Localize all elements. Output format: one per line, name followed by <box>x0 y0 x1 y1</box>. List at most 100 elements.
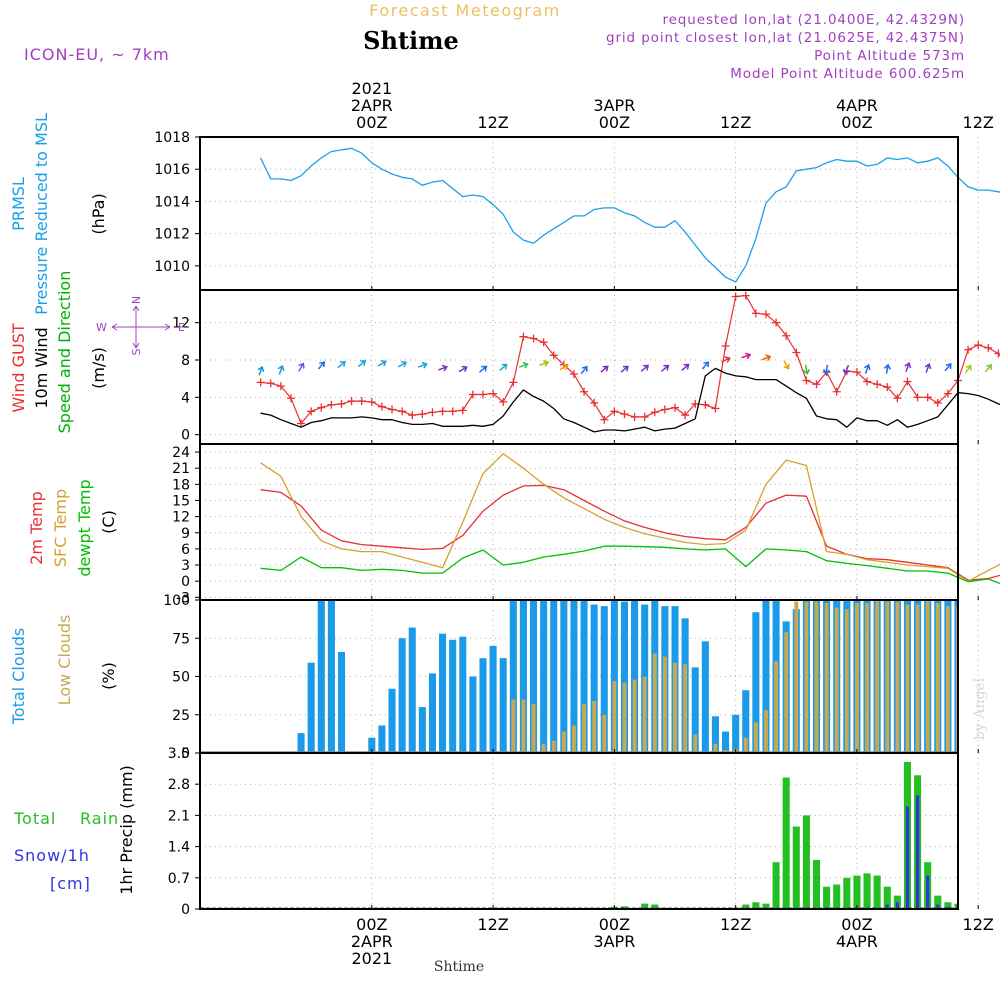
wind-label: 10m Wind <box>32 327 51 408</box>
low-cloud-bar <box>915 604 920 753</box>
gust-marker <box>731 292 740 301</box>
total-cloud-bar <box>368 737 376 753</box>
compass-w: W <box>96 321 107 334</box>
footer-station: Shtime <box>434 959 484 975</box>
model-altitude: Model Point Altitude 600.625m <box>730 66 965 82</box>
bottom-time-label: 00Z <box>841 915 872 934</box>
gust-marker <box>681 411 690 420</box>
wind-arrow <box>458 365 468 373</box>
gust-marker <box>873 380 882 389</box>
y-tick-label: 1016 <box>154 162 190 178</box>
rain-bar <box>873 875 881 909</box>
compass-e: E <box>178 321 185 334</box>
y-tick-label: 0 <box>181 574 190 590</box>
total-cloud-bar <box>762 600 770 753</box>
total-cloud-bar <box>297 733 305 753</box>
gust-marker <box>438 407 447 416</box>
snow-bar <box>905 806 910 909</box>
total-cloud-bar <box>711 716 719 753</box>
gust-marker <box>317 403 326 412</box>
gust-marker <box>650 408 659 417</box>
low-cloud-bar <box>511 699 516 753</box>
top-time-label: 12Z <box>963 113 994 132</box>
total-cloud-bar <box>560 600 568 753</box>
y-tick-label: -3 <box>176 590 190 606</box>
low-cloud-bar <box>521 699 526 753</box>
gust-marker <box>761 310 770 319</box>
gust-marker <box>519 332 528 341</box>
total-cloud-bar <box>449 639 457 753</box>
bottom-time-label: 2021 <box>351 949 392 968</box>
wind-arrow <box>843 364 850 375</box>
wind-arrow <box>518 361 529 369</box>
gust-marker <box>893 394 902 403</box>
gust-marker <box>408 411 417 420</box>
y-tick-label: 0 <box>181 428 190 444</box>
gust-marker <box>913 393 922 402</box>
gust-marker <box>256 378 265 387</box>
gust-marker <box>701 400 710 409</box>
rain-bar <box>823 886 831 909</box>
total-cloud-bar <box>752 612 760 753</box>
rain-bar <box>792 826 800 909</box>
wind-arrow <box>944 363 952 372</box>
low-cloud-bar <box>784 632 789 753</box>
panel-labels: PRMSL Pressure Reduced to MSL (hPa) Wind GU… <box>9 113 185 895</box>
y-tick-label: 4 <box>181 390 190 406</box>
sfc-label: SFC Temp <box>51 489 70 567</box>
gust-marker <box>297 419 306 428</box>
total-cloud-bar <box>337 652 346 753</box>
compass-s: S <box>130 348 143 355</box>
wind-arrow <box>620 365 629 373</box>
gust-marker <box>863 377 872 386</box>
low-cloud-bar <box>804 601 809 753</box>
low-cloud-bar <box>834 607 839 753</box>
point-altitude: Point Altitude 573m <box>814 48 965 64</box>
wind-arrow <box>783 360 790 370</box>
y-tick-label: 1.4 <box>168 840 190 856</box>
snow-bar <box>915 795 920 909</box>
low-cloud-bar <box>854 603 859 753</box>
dew-label: dewpt Temp <box>75 479 94 576</box>
total-cloud-bar <box>459 636 467 753</box>
total-cloud-bar <box>418 707 426 753</box>
gust-marker <box>377 402 386 411</box>
gust-marker <box>569 370 578 378</box>
low-cloud-bar <box>541 743 546 753</box>
wind-arrow <box>661 364 670 372</box>
wind-arrow <box>681 363 690 371</box>
wind-arrow <box>822 364 831 376</box>
gust-marker <box>600 415 609 424</box>
wind-arrow <box>479 365 488 373</box>
wind-arrow <box>257 365 265 376</box>
low-cloud-bar <box>662 656 667 753</box>
gust-marker <box>388 405 397 414</box>
wind-arrow <box>438 364 448 372</box>
gust-marker <box>711 404 720 413</box>
low-cloud-bar <box>824 603 829 753</box>
total-cloud-bar <box>499 658 507 753</box>
temp-unit: (C) <box>99 510 118 534</box>
total-cloud-bar <box>691 667 699 753</box>
rain-bar <box>934 895 942 909</box>
t2m-line <box>260 484 1000 581</box>
total-cloud-bar <box>620 601 629 753</box>
bottom-time-label: 12Z <box>963 915 994 934</box>
wind-arrow <box>701 361 709 370</box>
pressure-label-2: Pressure Reduced to MSL <box>32 113 51 315</box>
y-tick-label: 3 <box>181 558 190 574</box>
rain-bar <box>620 906 629 909</box>
total-cloud-bar <box>408 627 416 753</box>
bottom-time-label: 4APR <box>836 932 878 951</box>
total-cloud-bar <box>428 673 436 753</box>
wind-arrow <box>721 356 731 363</box>
wind-arrow <box>417 361 428 369</box>
wind-arrow <box>559 363 569 371</box>
total-cloud-bar <box>722 731 730 753</box>
wind-dir-label: Speed and Direction <box>55 271 74 434</box>
gust-marker <box>509 378 518 387</box>
total-cloud-bar <box>327 600 335 753</box>
rain-bar <box>833 884 841 909</box>
total-cloud-bar <box>388 688 396 753</box>
y-tick-label: 0 <box>181 746 190 762</box>
